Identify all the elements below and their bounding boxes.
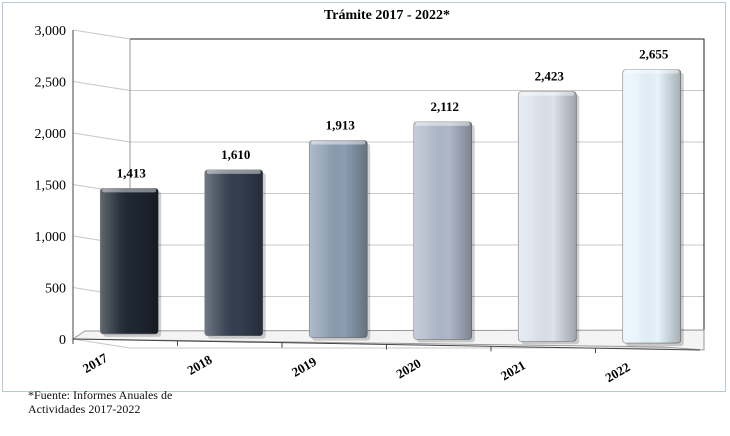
- x-tick-label: 2020: [393, 356, 423, 382]
- gridline: [72, 132, 704, 143]
- x-tick-label: 2021: [498, 357, 528, 383]
- x-tick-label: 2018: [184, 352, 214, 378]
- bar: [413, 121, 475, 343]
- y-tick-label: 2,500: [35, 76, 67, 91]
- back-wall-outline: [130, 38, 705, 348]
- chart-frame: [2, 2, 726, 392]
- y-tick-label: 1,000: [35, 230, 67, 245]
- gridline: [72, 338, 704, 349]
- data-label: 2,112: [430, 99, 459, 114]
- gridline: [72, 287, 704, 297]
- bar: [517, 91, 580, 345]
- chart-title: Trámite 2017 - 2022*: [324, 8, 450, 23]
- y-tick-label: 0: [59, 333, 66, 348]
- data-label: 2,423: [535, 69, 565, 84]
- x-tick-label: 2022: [602, 359, 632, 385]
- x-tick-label: 2017: [80, 350, 110, 376]
- gridline: [72, 184, 704, 194]
- gridline: [72, 29, 704, 40]
- data-label: 1,913: [326, 118, 356, 133]
- data-label: 1,610: [221, 147, 250, 162]
- y-tick-label: 2,000: [35, 127, 67, 142]
- y-tick-label: 1,500: [35, 179, 67, 194]
- bar: [308, 140, 371, 341]
- data-labels: 1,413 1,610 1,913 2,112 2,423 2,655: [117, 47, 669, 181]
- source-footnote: *Fuente: Informes Anuales de Actividades…: [28, 388, 173, 416]
- x-tick-label: 2019: [289, 353, 319, 379]
- bar: [622, 69, 684, 347]
- data-label: 2,655: [639, 47, 669, 62]
- floor: [71, 329, 705, 351]
- data-label: 1,413: [117, 165, 147, 180]
- bars: [99, 69, 684, 347]
- y-tick-label: 500: [45, 282, 66, 297]
- gridlines: [72, 29, 705, 349]
- bar: [204, 169, 266, 339]
- gridline: [72, 235, 704, 246]
- bar: [99, 188, 162, 337]
- y-tick-label: 3,000: [35, 24, 67, 39]
- gridline: [72, 81, 704, 91]
